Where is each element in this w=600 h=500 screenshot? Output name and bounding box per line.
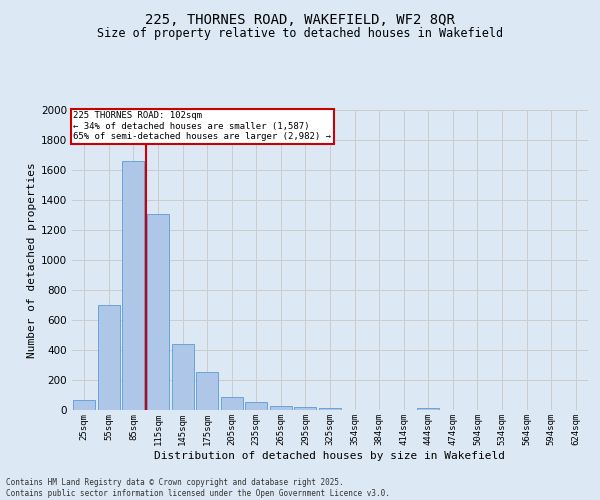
Text: Contains HM Land Registry data © Crown copyright and database right 2025.
Contai: Contains HM Land Registry data © Crown c… <box>6 478 390 498</box>
Bar <box>319 408 341 410</box>
Bar <box>245 402 268 410</box>
X-axis label: Distribution of detached houses by size in Wakefield: Distribution of detached houses by size … <box>155 450 505 460</box>
Bar <box>221 396 243 410</box>
Text: 225 THORNES ROAD: 102sqm
← 34% of detached houses are smaller (1,587)
65% of sem: 225 THORNES ROAD: 102sqm ← 34% of detach… <box>73 112 331 142</box>
Bar <box>172 344 194 410</box>
Bar <box>196 372 218 410</box>
Bar <box>122 161 145 410</box>
Bar <box>270 406 292 410</box>
Bar <box>295 407 316 410</box>
Bar <box>147 214 169 410</box>
Bar <box>73 400 95 410</box>
Text: Size of property relative to detached houses in Wakefield: Size of property relative to detached ho… <box>97 28 503 40</box>
Y-axis label: Number of detached properties: Number of detached properties <box>27 162 37 358</box>
Text: 225, THORNES ROAD, WAKEFIELD, WF2 8QR: 225, THORNES ROAD, WAKEFIELD, WF2 8QR <box>145 12 455 26</box>
Bar <box>98 305 120 410</box>
Bar <box>417 408 439 410</box>
